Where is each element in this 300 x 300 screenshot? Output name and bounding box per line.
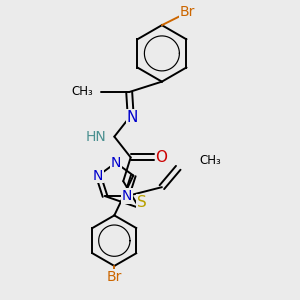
Text: HN: HN (85, 130, 106, 144)
Text: Br: Br (179, 5, 195, 19)
Text: O: O (156, 150, 168, 165)
Text: N: N (93, 169, 104, 182)
Text: N: N (127, 110, 138, 125)
Text: CH₃: CH₃ (72, 85, 94, 98)
Text: N: N (122, 189, 132, 203)
Text: N: N (111, 156, 121, 170)
Text: Br: Br (106, 270, 122, 284)
Text: CH₃: CH₃ (199, 154, 221, 167)
Text: S: S (136, 194, 146, 209)
